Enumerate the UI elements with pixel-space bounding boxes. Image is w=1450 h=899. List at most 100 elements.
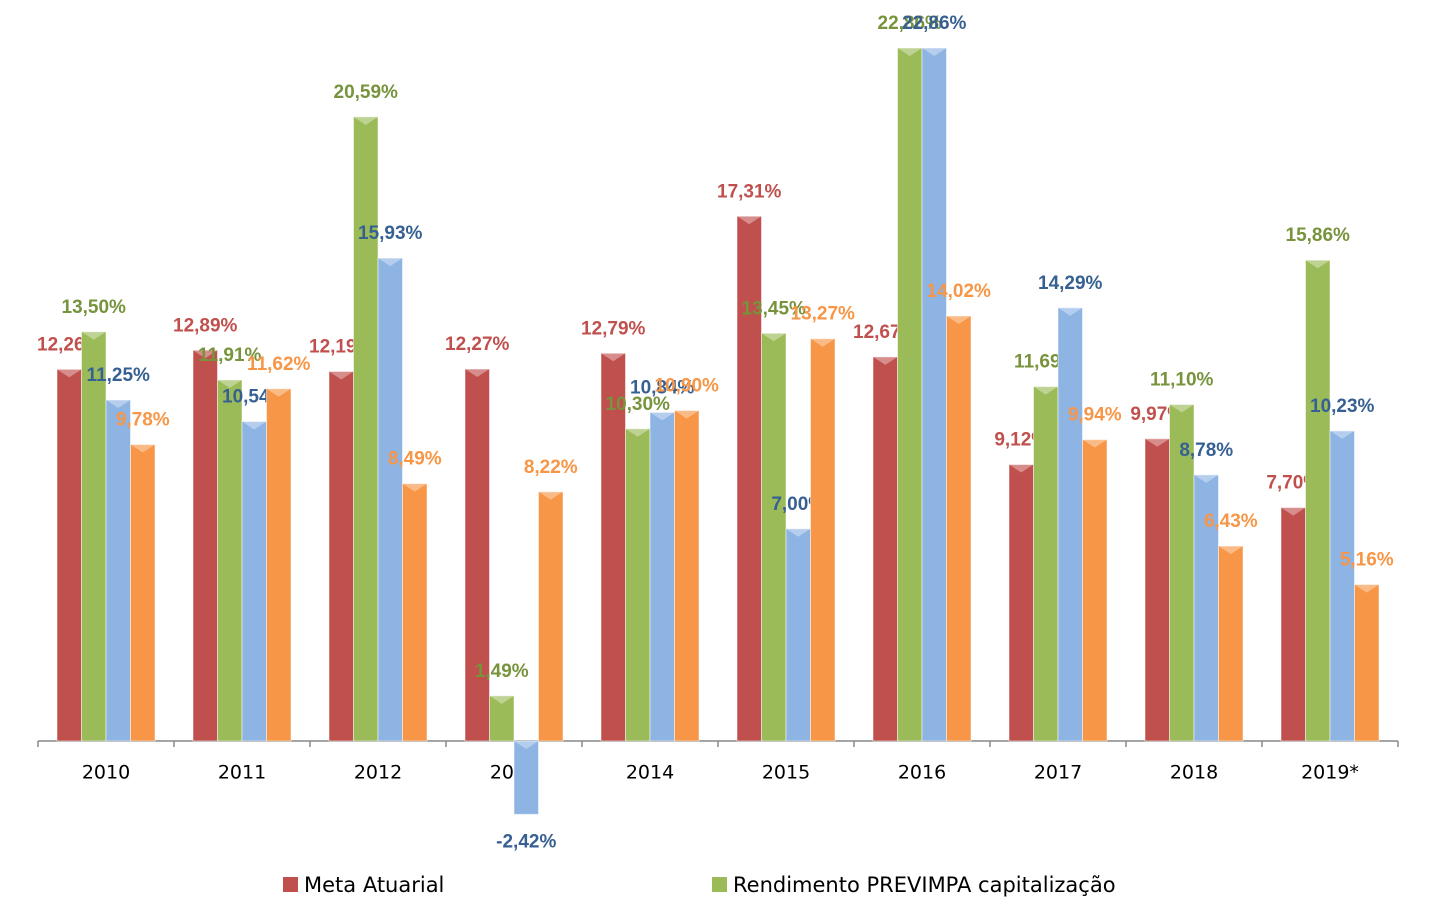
bar xyxy=(241,420,267,742)
value-label: 8,22% xyxy=(524,457,578,478)
x-tick-label: 2017 xyxy=(1034,762,1082,784)
value-label: 8,49% xyxy=(388,449,442,470)
bar xyxy=(1169,404,1195,742)
bar-cap xyxy=(1218,546,1243,555)
value-label: 8,78% xyxy=(1179,440,1233,461)
bar-cap xyxy=(650,412,675,421)
bar-cap xyxy=(1009,464,1034,473)
bar xyxy=(217,379,243,742)
bar xyxy=(464,368,490,742)
value-label: 12,27% xyxy=(445,334,510,355)
bar xyxy=(761,332,787,742)
value-label: 10,30% xyxy=(606,394,671,415)
value-label: 15,93% xyxy=(358,223,423,244)
bar-cap xyxy=(266,388,291,397)
bar xyxy=(538,491,564,742)
value-label: 10,84% xyxy=(630,377,695,398)
bar-cap xyxy=(1169,404,1194,413)
bar xyxy=(489,695,515,742)
x-tick-label: 2014 xyxy=(626,762,674,784)
bar-cap xyxy=(193,350,218,359)
bar xyxy=(1082,439,1108,742)
bar-cap xyxy=(1145,438,1170,447)
bar-cap xyxy=(1305,260,1330,269)
value-label: 11,25% xyxy=(87,365,150,386)
bar xyxy=(1144,438,1170,742)
bar xyxy=(56,368,82,742)
bar xyxy=(897,47,923,742)
bar-cap xyxy=(761,333,786,342)
value-label: 5,16% xyxy=(1340,550,1394,571)
value-label: 10,90% xyxy=(655,376,720,397)
x-tick-label: 2010 xyxy=(82,762,130,784)
bar-cap xyxy=(625,428,650,437)
bar xyxy=(785,528,811,742)
value-label: 10,23% xyxy=(1310,396,1375,417)
x-tick-label: 2019* xyxy=(1301,762,1359,784)
x-tick-label: 2012 xyxy=(354,762,402,784)
bar-cap xyxy=(514,741,539,749)
bar xyxy=(946,315,972,742)
value-label: 13,50% xyxy=(62,297,127,318)
bar-cap xyxy=(810,338,835,347)
bar-cap xyxy=(922,48,947,56)
x-tick-label: 2018 xyxy=(1170,762,1218,784)
bar xyxy=(328,370,354,742)
bar-cap xyxy=(81,331,106,340)
bar-cap xyxy=(217,379,242,388)
bar-cap xyxy=(1330,430,1355,439)
legend-label: Rendimento PREVIMPA capitalização xyxy=(733,873,1116,897)
bar xyxy=(872,356,898,742)
bar xyxy=(130,444,156,742)
value-label: -2,42% xyxy=(496,831,556,852)
bar-cap xyxy=(465,369,490,378)
value-label: 20,59% xyxy=(334,82,399,103)
bar-cap xyxy=(1281,507,1306,516)
bar xyxy=(649,411,675,742)
bar xyxy=(192,349,218,742)
bar-cap xyxy=(1058,307,1083,316)
bar-cap xyxy=(106,399,131,408)
bar-cap xyxy=(57,369,82,378)
bar xyxy=(921,47,947,742)
bar xyxy=(1057,307,1083,742)
legend-swatch xyxy=(712,877,727,892)
bar xyxy=(736,215,762,742)
bar-cap xyxy=(329,371,354,380)
value-label: 1,49% xyxy=(475,661,529,682)
bar-cap xyxy=(489,695,514,704)
bar xyxy=(266,388,292,742)
bar-cap xyxy=(601,353,626,362)
value-label: 14,29% xyxy=(1038,273,1103,294)
bar-cap xyxy=(130,444,155,453)
bar-cap xyxy=(1194,474,1219,483)
bar-cap xyxy=(378,258,403,267)
bar-cap xyxy=(1033,386,1058,395)
x-tick-label: 2011 xyxy=(218,762,266,784)
bar-cap xyxy=(737,216,762,225)
bar xyxy=(1008,464,1034,742)
bar xyxy=(353,116,379,742)
bar xyxy=(105,399,131,742)
bar-cap xyxy=(946,315,971,324)
bar xyxy=(1218,545,1244,742)
bar xyxy=(1280,507,1306,742)
bar xyxy=(810,338,836,742)
bar xyxy=(81,331,107,742)
bar-cap xyxy=(1354,584,1379,593)
bar-cap xyxy=(786,528,811,537)
bar-cap xyxy=(873,356,898,365)
value-label: 12,79% xyxy=(581,318,646,339)
bar xyxy=(625,428,651,742)
bar xyxy=(513,740,539,815)
value-label: 11,10% xyxy=(1150,370,1213,391)
value-label: 9,78% xyxy=(116,410,170,431)
bar xyxy=(1033,386,1059,742)
value-label: 17,31% xyxy=(717,181,782,202)
bar-cap xyxy=(538,491,563,500)
value-label: 15,86% xyxy=(1286,225,1351,246)
value-label: 11,62% xyxy=(247,354,310,375)
value-label: 14,02% xyxy=(927,281,992,302)
bar xyxy=(377,257,403,742)
